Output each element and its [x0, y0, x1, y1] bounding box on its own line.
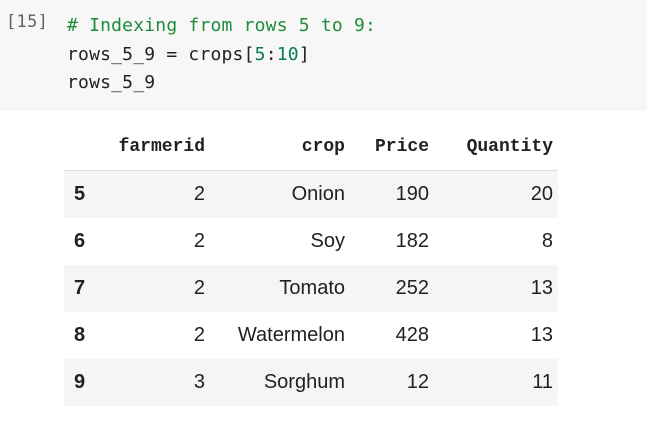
row-index: 6	[74, 230, 86, 252]
index-header	[64, 124, 100, 171]
cell-crop: Onion	[291, 183, 345, 205]
cell-farmerid: 2	[193, 183, 205, 205]
column-header-quantity: Quantity	[434, 124, 558, 171]
code-cell[interactable]: [15] # Indexing from rows 5 to 9: rows_5_…	[0, 0, 647, 111]
code-editor[interactable]: # Indexing from rows 5 to 9: rows_5_9 = c…	[67, 12, 376, 98]
dataframe-table: farmerid crop Price Quantity 5 2 Onion 190 2…	[64, 124, 558, 406]
table-row: 6 2 Soy 182 8	[64, 218, 558, 265]
table-row: 5 2 Onion 190 20	[64, 170, 558, 218]
code-token-num: 10	[276, 43, 299, 65]
execution-count: [15]	[6, 12, 49, 32]
code-line: rows_5_9	[67, 69, 376, 98]
cell-farmerid: 3	[193, 371, 205, 393]
cell-crop: Tomato	[279, 277, 345, 299]
cell-price: 252	[395, 277, 429, 299]
cell-farmerid: 2	[193, 277, 205, 299]
table-row: 9 3 Sorghum 12 11	[64, 359, 558, 406]
code-token-comment: # Indexing from rows 5 to 9:	[67, 15, 377, 36]
cell-quantity: 20	[530, 183, 553, 205]
row-index: 9	[74, 371, 86, 393]
row-index: 7	[74, 277, 86, 299]
code-token-plain: :	[265, 43, 277, 65]
column-header-crop: crop	[210, 124, 350, 171]
table-header-row: farmerid crop Price Quantity	[64, 124, 558, 171]
code-token-plain: ]	[298, 43, 310, 65]
cell-price: 190	[395, 183, 429, 205]
code-token-plain: rows_5_9	[67, 72, 156, 93]
cell-price: 12	[406, 371, 429, 393]
row-index: 8	[74, 324, 86, 346]
cell-price: 182	[395, 230, 429, 252]
cell-farmerid: 2	[193, 324, 205, 346]
code-line: # Indexing from rows 5 to 9:	[67, 12, 376, 41]
cell-price: 428	[395, 324, 429, 346]
cell-quantity: 11	[532, 371, 553, 393]
cell-crop: Soy	[310, 230, 345, 252]
column-header-price: Price	[350, 124, 434, 171]
cell-quantity: 8	[541, 230, 553, 252]
cell-quantity: 13	[530, 277, 553, 299]
cell-crop: Sorghum	[263, 371, 345, 393]
code-line: rows_5_9 = crops[5:10]	[67, 41, 376, 70]
table-row: 7 2 Tomato 252 13	[64, 265, 558, 312]
cell-crop: Watermelon	[237, 324, 345, 346]
column-header-farmerid: farmerid	[100, 124, 210, 171]
code-token-num: 5	[254, 43, 266, 65]
output-area: farmerid crop Price Quantity 5 2 Onion 190 2…	[64, 124, 558, 406]
table-row: 8 2 Watermelon 428 13	[64, 312, 558, 359]
cell-farmerid: 2	[193, 230, 205, 252]
code-token-plain: rows_5_9 = crops[	[67, 43, 255, 65]
cell-quantity: 13	[530, 324, 553, 346]
table-body: 5 2 Onion 190 20 6 2 Soy 182 8 7 2 Tomato 252 13 8 2 Wate…	[64, 170, 558, 406]
row-index: 5	[74, 183, 86, 205]
